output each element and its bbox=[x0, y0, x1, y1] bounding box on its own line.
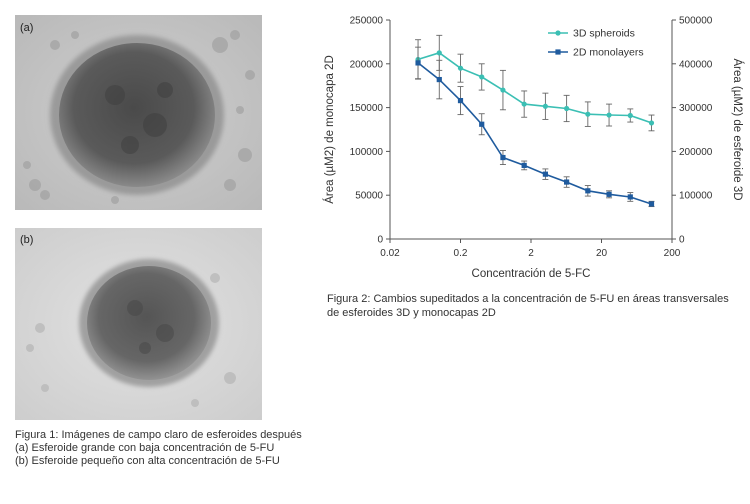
left-tick-label: 150000 bbox=[350, 103, 384, 114]
left-tick-label: 50000 bbox=[355, 191, 383, 202]
left-tick-label: 200000 bbox=[350, 59, 384, 70]
figure1-caption-line: Figura 1: Imágenes de campo claro de esf… bbox=[15, 429, 302, 441]
right-tick-label: 300000 bbox=[679, 103, 713, 114]
data-point bbox=[521, 162, 527, 169]
legend-label: 3D spheroids bbox=[573, 28, 635, 40]
data-point bbox=[500, 154, 506, 161]
series-3d-spheroids bbox=[415, 34, 655, 132]
legend-item: 3D spheroids bbox=[548, 28, 635, 40]
figure2-caption-line: de esferoides 3D y monocapas 2D bbox=[327, 307, 496, 319]
left-y-axis-title: Área (µM2) de monocapa 2D bbox=[323, 55, 336, 204]
spheroid-image-b bbox=[15, 228, 262, 420]
figure1-caption-line: (b) Esferoide pequeño con alta concentra… bbox=[15, 455, 280, 467]
data-point bbox=[606, 112, 612, 118]
right-tick-label: 100000 bbox=[679, 191, 713, 202]
data-point bbox=[415, 60, 421, 66]
data-point bbox=[648, 201, 655, 207]
series-group bbox=[415, 34, 655, 208]
right-tick-label: 200000 bbox=[679, 147, 713, 158]
series-line bbox=[417, 51, 652, 124]
data-point bbox=[564, 105, 570, 112]
legend: 3D spheroids 2D monolayers bbox=[548, 28, 644, 59]
left-tick-label: 0 bbox=[377, 235, 383, 246]
data-point bbox=[585, 188, 591, 194]
data-point bbox=[542, 171, 548, 177]
right-tick-label: 0 bbox=[679, 235, 685, 246]
data-point bbox=[479, 74, 485, 80]
right-tick-label: 500000 bbox=[679, 16, 713, 27]
left-y-ticks: 0 50000 100000 150000 200000 250000 bbox=[350, 16, 390, 246]
series-2d-monolayers bbox=[415, 46, 655, 208]
data-point bbox=[436, 76, 442, 83]
data-point bbox=[457, 97, 464, 104]
panel-a-label: (a) bbox=[20, 22, 34, 34]
data-point bbox=[457, 65, 464, 71]
data-point bbox=[585, 111, 591, 117]
left-tick-label: 250000 bbox=[350, 16, 384, 27]
x-tick-label: 0.2 bbox=[454, 248, 468, 259]
x-tick-label: 0.02 bbox=[380, 248, 400, 259]
right-tick-label: 400000 bbox=[679, 59, 713, 70]
figure2-caption: Figura 2: Cambios supeditados a la conce… bbox=[327, 292, 747, 320]
legend-label: 2D monolayers bbox=[573, 47, 644, 59]
data-point bbox=[436, 50, 442, 56]
legend-marker bbox=[555, 49, 561, 55]
data-point bbox=[479, 121, 485, 127]
data-point bbox=[500, 87, 506, 93]
figure2-caption-line: Figura 2: Cambios supeditados a la conce… bbox=[327, 293, 729, 305]
right-y-ticks: 0 100000 200000 300000 400000 500000 bbox=[672, 16, 713, 246]
x-ticks: 0.02 0.2 2 20 200 bbox=[380, 239, 681, 259]
panel-b-label: (b) bbox=[20, 234, 34, 246]
data-point bbox=[606, 191, 612, 197]
data-point bbox=[521, 101, 527, 107]
figure1-caption-line: (a) Esferoide grande con baja concentrac… bbox=[15, 442, 275, 454]
x-tick-label: 200 bbox=[664, 248, 681, 259]
x-tick-label: 2 bbox=[528, 248, 534, 259]
x-tick-label: 20 bbox=[596, 248, 608, 259]
data-point bbox=[564, 179, 570, 185]
data-point bbox=[542, 103, 548, 109]
left-tick-label: 100000 bbox=[350, 147, 384, 158]
data-point bbox=[627, 194, 633, 200]
legend-marker bbox=[555, 30, 561, 36]
data-point bbox=[648, 120, 655, 126]
spheroid-image-a bbox=[15, 15, 262, 210]
data-point bbox=[627, 112, 633, 119]
legend-item: 2D monolayers bbox=[548, 47, 644, 59]
right-y-axis-title: Área (µM2) de esferoide 3D bbox=[731, 58, 744, 200]
figure1-caption: Figura 1: Imágenes de campo claro de esf… bbox=[15, 429, 345, 468]
series-line bbox=[417, 62, 652, 205]
x-axis-title: Concentración de 5-FC bbox=[472, 268, 591, 280]
